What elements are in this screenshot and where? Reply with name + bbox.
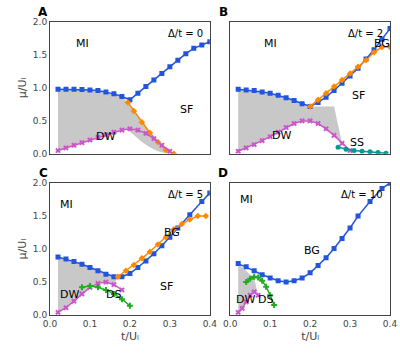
svg-text:DS: DS: [258, 293, 273, 306]
svg-text:Δ/t = 2: Δ/t = 2: [348, 28, 383, 39]
svg-text:2.0: 2.0: [33, 178, 48, 188]
svg-text:t/Uₗ: t/Uₗ: [121, 330, 139, 343]
svg-text:1.5: 1.5: [33, 211, 47, 221]
svg-text:0.0: 0.0: [223, 319, 238, 329]
svg-text:DW: DW: [236, 293, 255, 306]
svg-text:SS: SS: [350, 136, 364, 149]
svg-text:0.0: 0.0: [33, 149, 48, 159]
svg-text:BG: BG: [164, 226, 180, 239]
svg-text:0.1: 0.1: [263, 319, 277, 329]
svg-text:2.0: 2.0: [33, 17, 48, 27]
svg-text:SF: SF: [352, 89, 365, 102]
svg-text:0.2: 0.2: [303, 319, 317, 329]
svg-text:0.0: 0.0: [43, 319, 58, 329]
svg-text:0.5: 0.5: [33, 277, 47, 287]
svg-text:Δ/t = 0: Δ/t = 0: [168, 28, 203, 39]
svg-text:Δ/t = 5: Δ/t = 5: [168, 189, 203, 200]
svg-text:DW: DW: [60, 288, 79, 301]
svg-text:SF: SF: [160, 280, 173, 293]
svg-text:0.0: 0.0: [33, 310, 48, 320]
svg-text:μ/Uₗ: μ/Uₗ: [16, 77, 29, 98]
svg-text:0.4: 0.4: [383, 319, 398, 329]
svg-text:0.4: 0.4: [203, 319, 218, 329]
svg-text:0.5: 0.5: [33, 116, 47, 126]
svg-text:MI: MI: [240, 193, 253, 206]
svg-text:Δ/t = 10: Δ/t = 10: [341, 189, 383, 200]
svg-text:0.1: 0.1: [83, 319, 97, 329]
svg-text:μ/Uₗ: μ/Uₗ: [16, 239, 29, 260]
svg-text:DW: DW: [272, 129, 291, 142]
svg-text:0.3: 0.3: [163, 319, 177, 329]
svg-text:1.5: 1.5: [33, 50, 47, 60]
svg-text:MI: MI: [264, 37, 277, 50]
svg-text:MI: MI: [60, 198, 73, 211]
svg-text:1.0: 1.0: [33, 83, 48, 93]
svg-text:DW: DW: [96, 130, 115, 143]
svg-text:t/Uₗ: t/Uₗ: [301, 330, 319, 343]
svg-text:DS: DS: [106, 288, 121, 301]
svg-text:B: B: [219, 5, 228, 19]
svg-text:MI: MI: [76, 37, 89, 50]
svg-text:BG: BG: [374, 37, 390, 50]
svg-text:0.2: 0.2: [123, 319, 137, 329]
svg-text:SF: SF: [180, 103, 193, 116]
svg-text:A: A: [38, 5, 48, 19]
svg-text:0.3: 0.3: [343, 319, 357, 329]
svg-text:1.0: 1.0: [33, 244, 48, 254]
svg-text:D: D: [218, 166, 228, 180]
svg-text:BG: BG: [304, 244, 320, 257]
svg-text:C: C: [39, 166, 48, 180]
